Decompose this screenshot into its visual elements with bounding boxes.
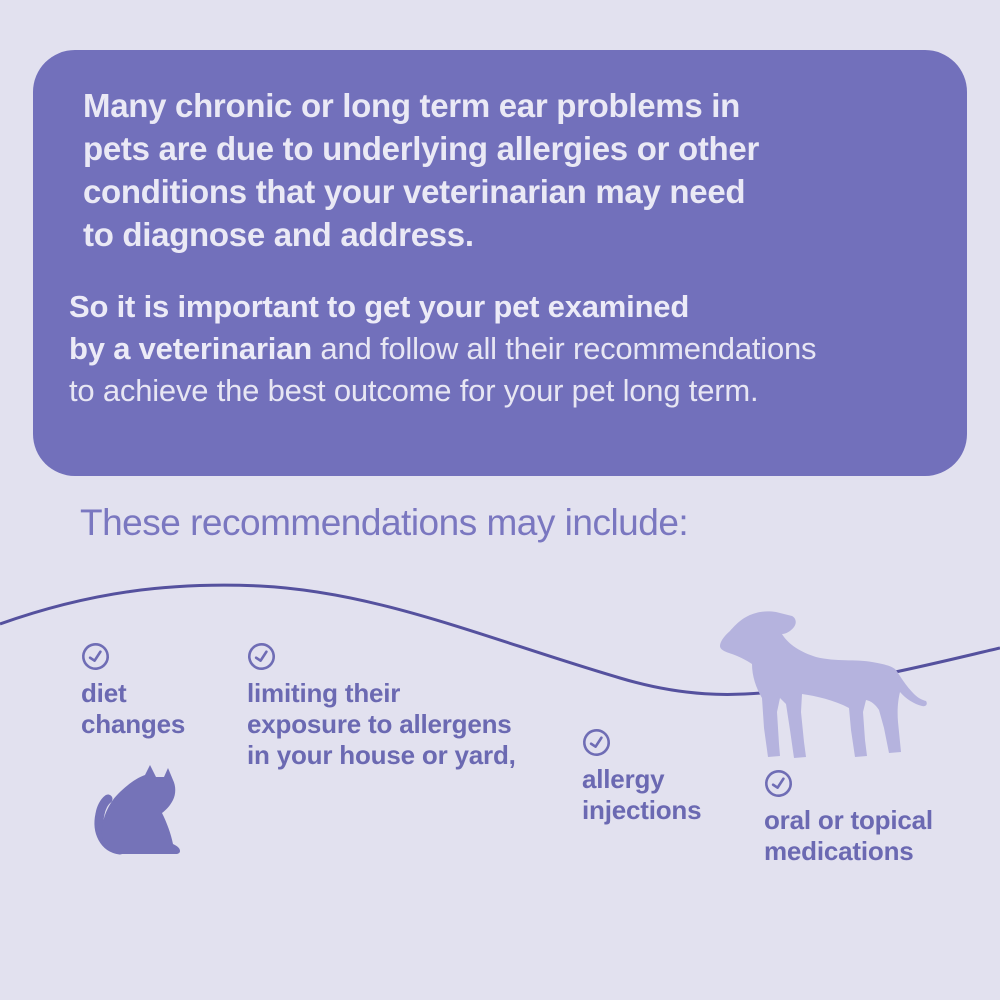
item-label-line: in your house or yard, bbox=[247, 740, 516, 770]
item-label-line: changes bbox=[81, 709, 186, 739]
advice-paragraph: So it is important to get your pet exami… bbox=[69, 286, 817, 412]
recommendations-heading: These recommendations may include: bbox=[80, 502, 689, 543]
advice-line: by a veterinarian and follow all their r… bbox=[69, 328, 817, 370]
item-label-line: limiting their bbox=[247, 678, 401, 708]
item-label-line: exposure to allergens bbox=[247, 709, 512, 739]
item-label-line: allergy bbox=[582, 764, 665, 794]
item-label: oral or topical medications bbox=[764, 805, 933, 867]
recommendation-item-oral-topical-medications: oral or topical medications bbox=[764, 769, 933, 867]
recommendation-item-allergy-injections: allergy injections bbox=[582, 728, 702, 826]
dog-silhouette-icon bbox=[720, 611, 927, 758]
check-icon bbox=[82, 643, 109, 670]
advice-regular-text: and follow all their recommendations bbox=[312, 331, 817, 366]
item-label-line: medications bbox=[764, 836, 914, 866]
intro-line: to diagnose and address. bbox=[83, 216, 474, 253]
advice-line: to achieve the best outcome for your pet… bbox=[69, 370, 816, 412]
item-label: limiting their exposure to allergens in … bbox=[247, 678, 516, 771]
recommendation-item-diet-changes: diet changes bbox=[81, 642, 185, 740]
item-label-line: injections bbox=[582, 795, 702, 825]
recommendation-item-limit-exposure: limiting their exposure to allergens in … bbox=[247, 642, 516, 771]
item-label-line: diet bbox=[81, 678, 127, 708]
intro-paragraph: Many chronic or long term ear problems i… bbox=[83, 84, 759, 256]
check-icon bbox=[583, 729, 610, 756]
intro-line: Many chronic or long term ear problems i… bbox=[83, 87, 740, 124]
check-icon bbox=[765, 770, 792, 797]
intro-card: Many chronic or long term ear problems i… bbox=[33, 50, 967, 476]
cat-silhouette-icon bbox=[94, 765, 180, 855]
advice-bold-text: So it is important to get your pet exami… bbox=[69, 289, 690, 324]
advice-line: So it is important to get your pet exami… bbox=[69, 286, 816, 328]
item-label: diet changes bbox=[81, 678, 185, 740]
check-icon bbox=[248, 643, 275, 670]
intro-line: conditions that your veterinarian may ne… bbox=[83, 173, 746, 210]
advice-regular-text: to achieve the best outcome for your pet… bbox=[69, 373, 759, 408]
item-label-line: oral or topical bbox=[764, 805, 933, 835]
intro-line: pets are due to underlying allergies or … bbox=[83, 130, 759, 167]
advice-bold-text: by a veterinarian bbox=[69, 331, 312, 366]
item-label: allergy injections bbox=[582, 764, 702, 826]
